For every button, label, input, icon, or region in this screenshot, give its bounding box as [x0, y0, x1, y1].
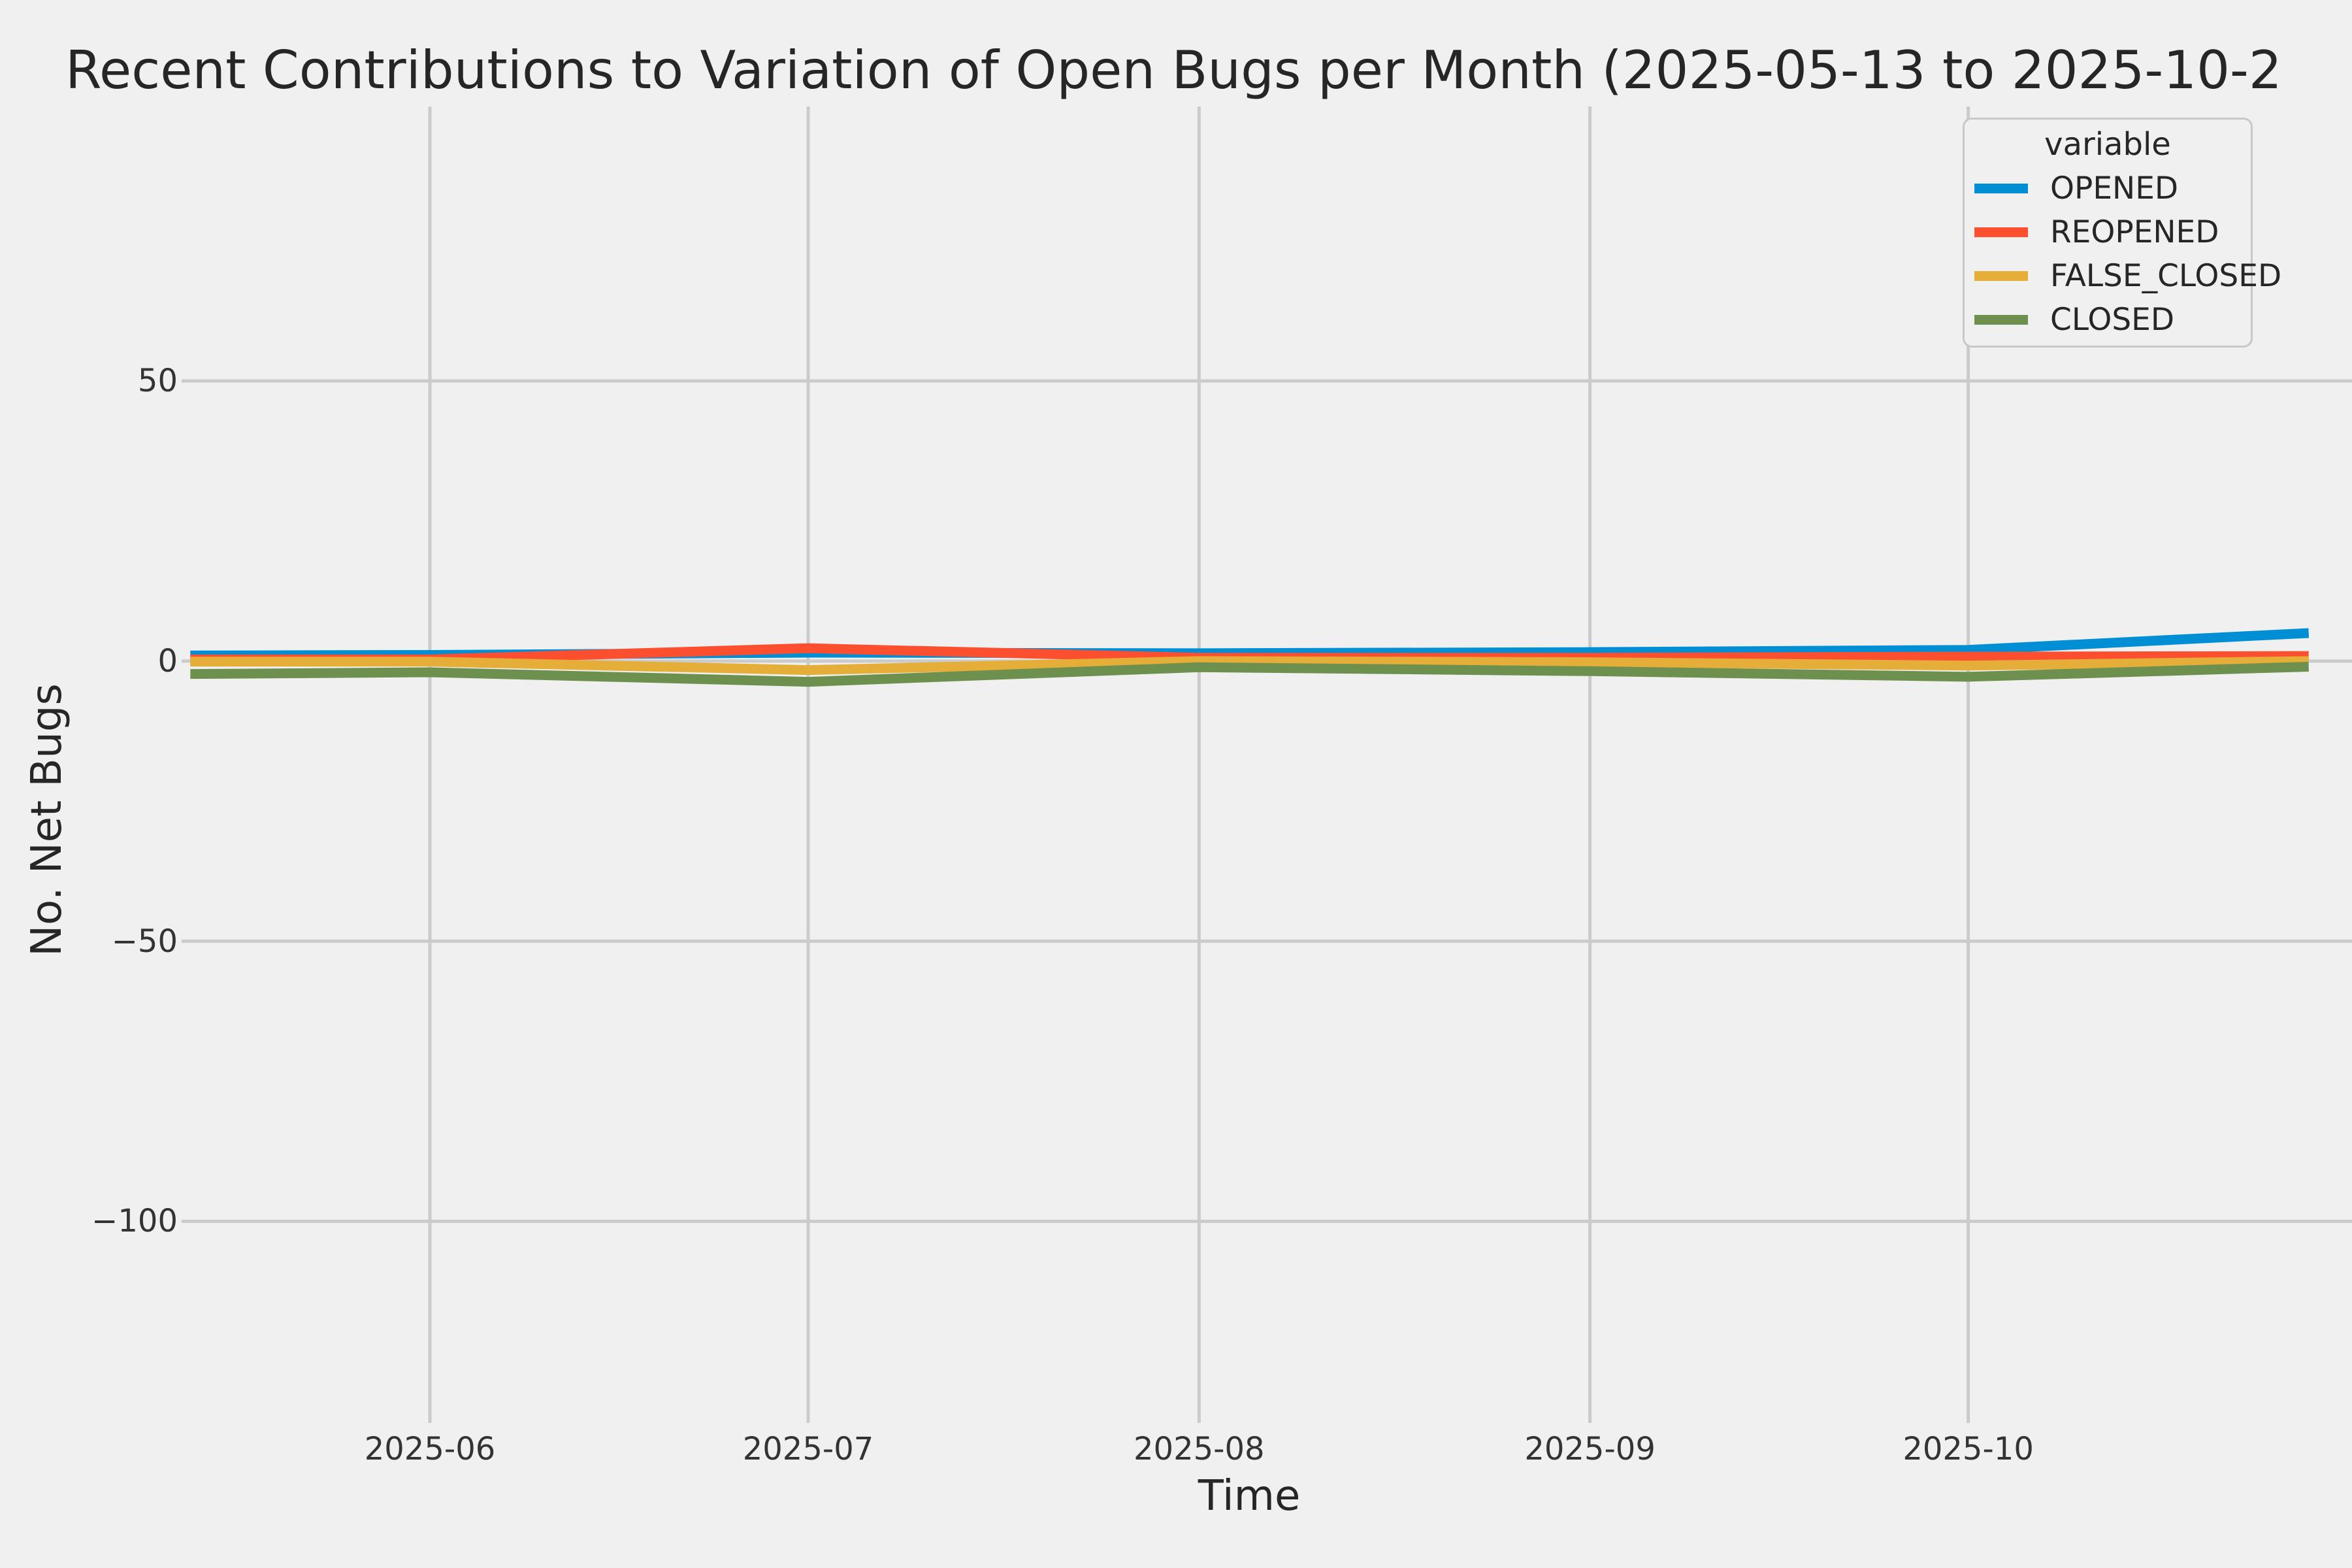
legend-title: variable — [2044, 126, 2171, 163]
x-tick-label: 2025-10 — [1903, 1431, 2034, 1467]
chart-title: Recent Contributions to Variation of Ope… — [65, 40, 2282, 101]
series-line-CLOSED — [190, 661, 2309, 687]
y-tick-label: −100 — [91, 1203, 178, 1240]
series-line-FALSE_CLOSED — [190, 656, 2309, 676]
x-tick-label: 2025-08 — [1134, 1431, 1265, 1467]
x-tick-label: 2025-07 — [742, 1431, 874, 1467]
legend-swatch-OPENED — [1974, 184, 2028, 193]
legend-rows: OPENED REOPENED FALSE_CLOSED CLOSED — [1974, 167, 2281, 342]
legend-label: CLOSED — [2050, 302, 2175, 338]
legend-entry: FALSE_CLOSED — [1974, 254, 2281, 298]
legend-entry: REOPENED — [1974, 210, 2241, 254]
x-axis-label: Time — [1198, 1472, 1301, 1520]
x-tick-label: 2025-06 — [364, 1431, 496, 1467]
legend-entry: CLOSED — [1974, 298, 2241, 342]
legend-swatch-REOPENED — [1974, 227, 2028, 237]
legend-swatch-CLOSED — [1974, 315, 2028, 325]
y-tick-label: −50 — [111, 923, 178, 960]
legend: variable OPENED REOPENED FALSE_CLOSED CLOSE… — [1963, 118, 2281, 348]
legend-label: REOPENED — [2050, 214, 2219, 250]
y-tick-label: 0 — [157, 642, 178, 679]
legend-swatch-FALSE_CLOSED — [1974, 271, 2028, 281]
x-tick-label: 2025-09 — [1524, 1431, 1656, 1467]
legend-entry: OPENED — [1974, 167, 2241, 210]
legend-label: FALSE_CLOSED — [2050, 258, 2282, 294]
y-axis-label: No. Net Bugs — [23, 683, 71, 956]
y-tick-label: 50 — [137, 363, 178, 400]
legend-label: OPENED — [2050, 171, 2179, 206]
